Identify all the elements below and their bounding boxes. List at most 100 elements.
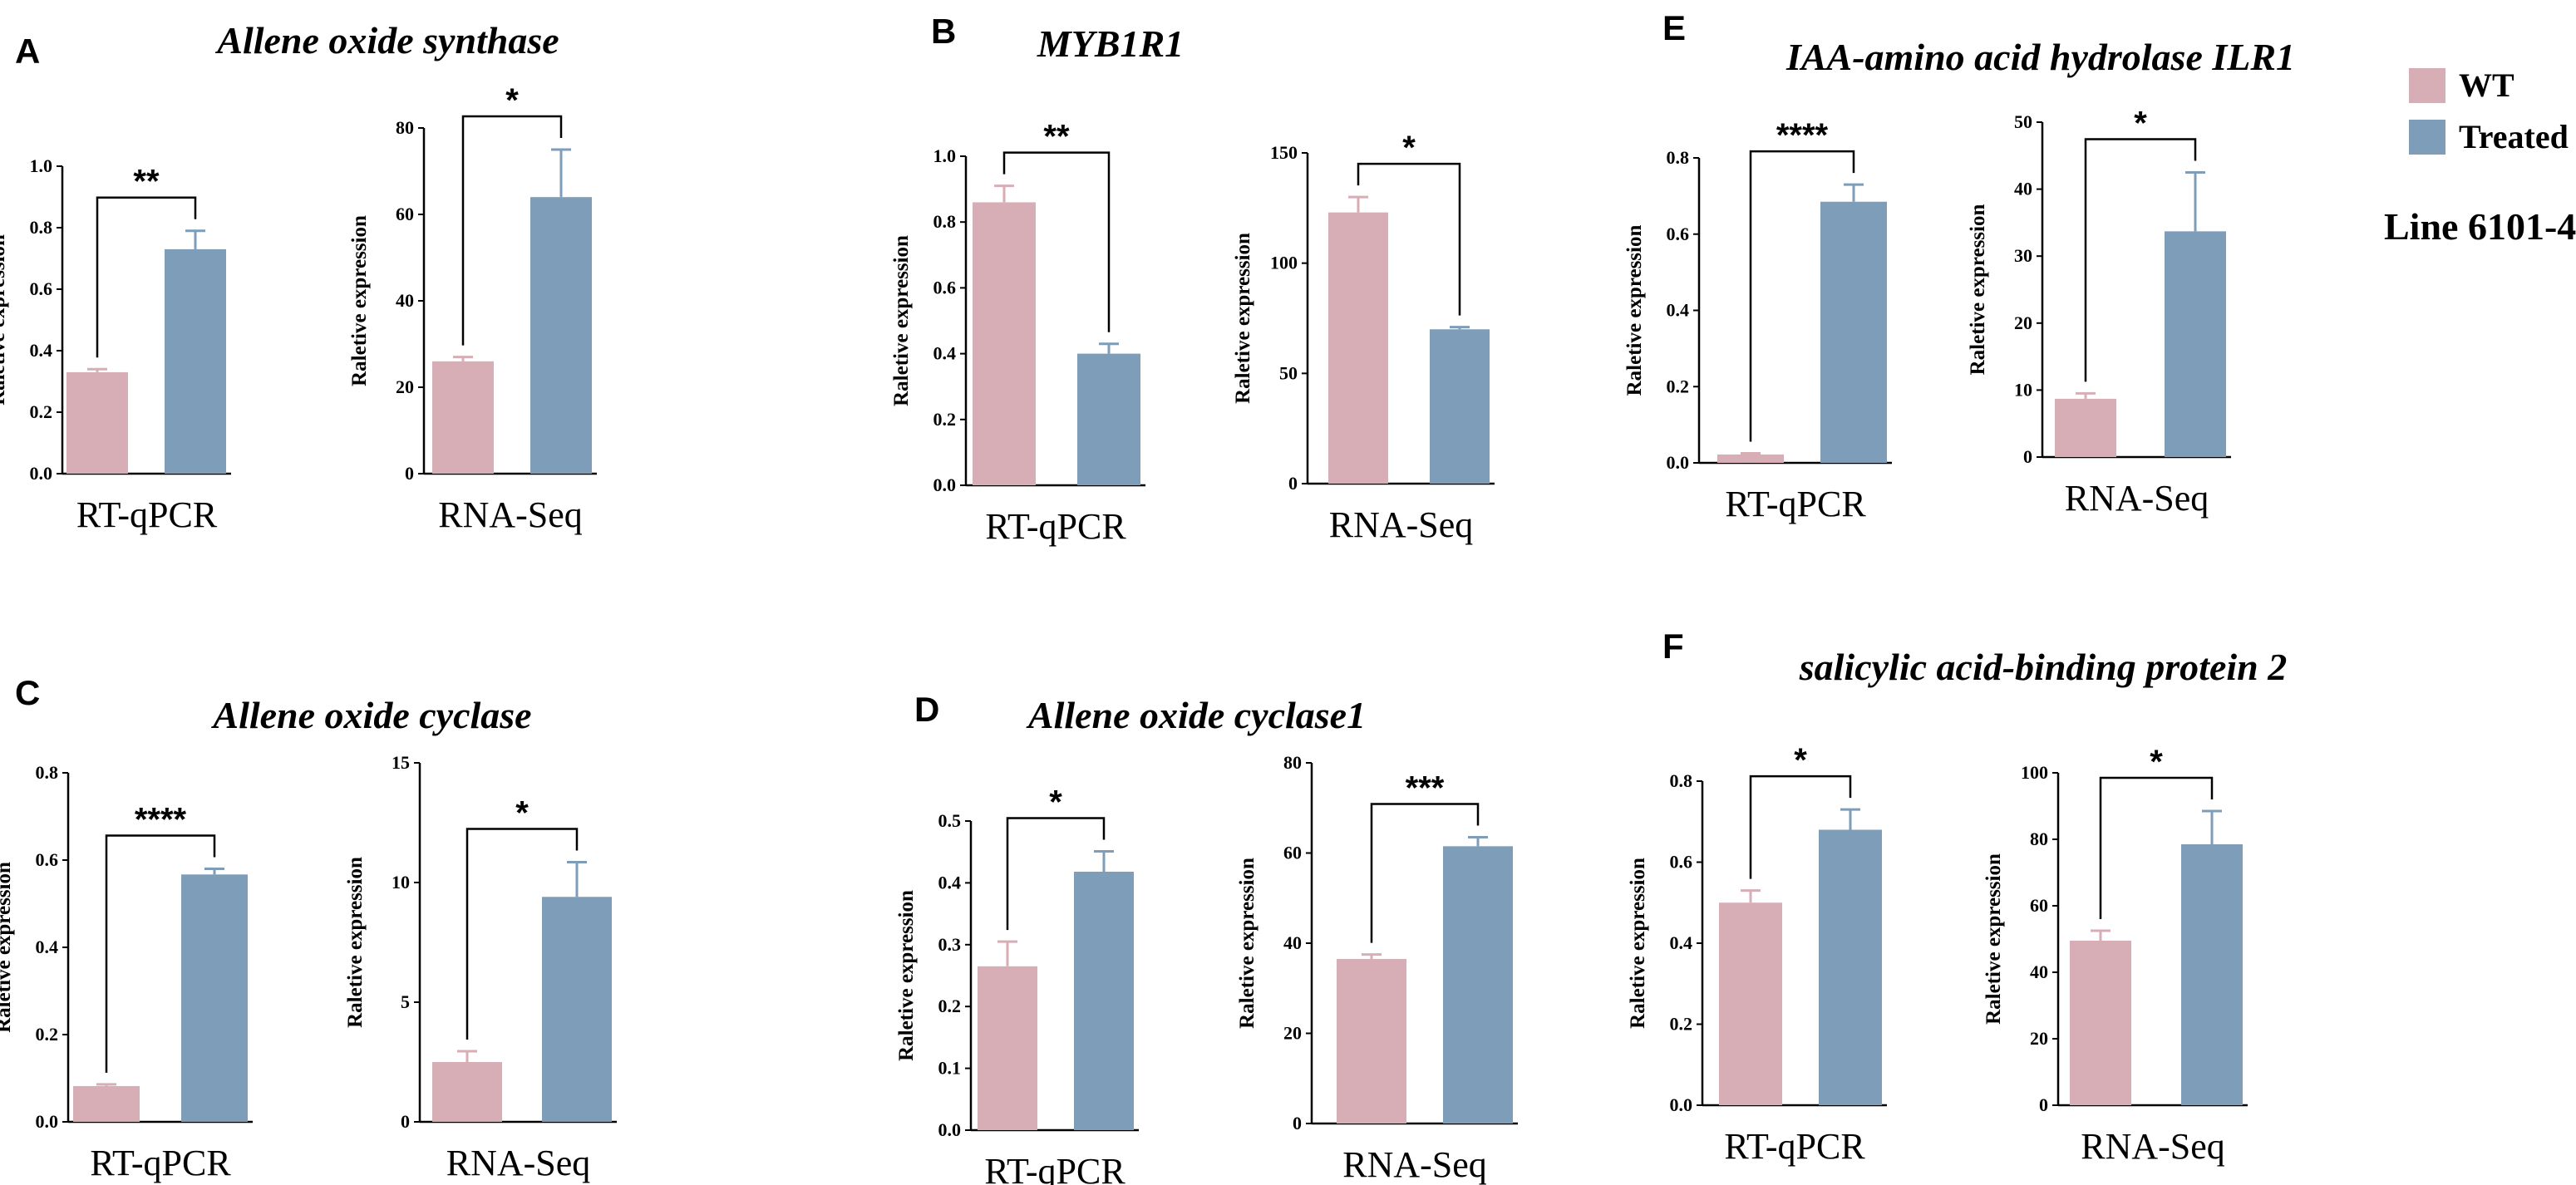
x-axis-label: RNA-Seq [1342, 1144, 1487, 1185]
y-tick-label: 40 [2030, 961, 2048, 982]
y-tick-label: 0.6 [36, 849, 59, 870]
y-tick-label: 0.0 [36, 1111, 59, 1132]
significance-label: ** [133, 164, 160, 200]
significance-label: **** [1776, 117, 1829, 154]
bar-treated [530, 197, 592, 474]
bar-wt [66, 371, 128, 474]
bar-wt [73, 1085, 140, 1122]
significance-bracket [1749, 774, 1852, 879]
y-tick-label: 0 [1293, 1113, 1302, 1133]
panel-title-e: IAA-amino acid hydrolase ILR1 [1785, 36, 2295, 78]
significance-label: *** [1406, 770, 1445, 807]
significance-label: * [1049, 784, 1062, 820]
y-axis-label: Raletive expression [0, 862, 15, 1033]
bar-wt [2055, 398, 2116, 457]
panel-title-b: MYB1R1 [1037, 22, 1184, 65]
y-tick-label: 20 [2014, 312, 2032, 333]
y-tick-label: 50 [2014, 111, 2032, 132]
panel-letter-f: F [1662, 627, 1684, 666]
bar-treated [1819, 829, 1882, 1105]
significance-label: * [1402, 130, 1416, 166]
bar-wt [432, 361, 494, 474]
bar-wt [432, 1062, 502, 1122]
significance-label: * [515, 795, 529, 832]
y-tick-label: 40 [1283, 932, 1302, 953]
y-axis-label: Raletive expression [1232, 233, 1254, 404]
panel-letter-e: E [1662, 8, 1686, 47]
y-tick-label: 0 [2039, 1094, 2048, 1115]
x-axis-label: RT-qPCR [984, 1151, 1125, 1185]
x-axis-label: RNA-Seq [446, 1143, 591, 1183]
panel-letter-b: B [931, 12, 956, 51]
significance-label: ** [1043, 119, 1070, 155]
legend-label-wt: WT [2459, 66, 2514, 104]
bar-wt [978, 966, 1037, 1130]
y-axis-label: Raletive expression [0, 234, 9, 406]
y-tick-label: 0.4 [933, 343, 957, 364]
y-axis-label: Raletive expression [1236, 858, 1258, 1029]
y-tick-label: 80 [1283, 752, 1302, 773]
legend-label-treated: Treated [2459, 118, 2569, 155]
bar-treated [1443, 846, 1513, 1124]
chart-b-rnaseq: 0 50 100 150 * Raletive expression RNA-Seq [1232, 130, 1495, 545]
bar-treated [2181, 844, 2243, 1105]
y-tick-label: 60 [2030, 895, 2048, 916]
panel-title-f: salicylic acid-binding protein 2 [1799, 646, 2287, 688]
bar-treated [165, 248, 226, 474]
panel-title-c: Allene oxide cyclase [210, 694, 531, 736]
y-tick-label: 60 [396, 204, 414, 224]
y-tick-label: 0.8 [933, 211, 957, 232]
y-axis-label: Raletive expression [1623, 225, 1646, 396]
x-axis-label: RNA-Seq [438, 494, 583, 535]
significance-bracket [1002, 151, 1111, 332]
y-tick-label: 150 [1270, 142, 1298, 163]
significance-label: **** [135, 802, 187, 838]
significance-bracket [461, 115, 563, 346]
y-tick-label: 0.2 [938, 996, 962, 1016]
significance-label: * [2150, 744, 2163, 780]
significance-label: * [505, 82, 519, 119]
x-axis-label: RNA-Seq [1329, 504, 1474, 545]
y-tick-label: 0.2 [1670, 1014, 1693, 1035]
y-tick-label: 0.2 [933, 409, 957, 430]
significance-label: * [1794, 742, 1807, 779]
chart-c-rnaseq: 0 5 10 15 * Raletive expression RNA-Seq [344, 752, 617, 1183]
y-axis-label: Raletive expression [895, 890, 918, 1061]
y-tick-label: 0.8 [30, 217, 53, 238]
chart-b-rtqpcr: 0.0 0.2 0.4 0.6 0.8 1.0 ** Raletive expression R… [890, 119, 1145, 547]
x-axis-label: RT-qPCR [985, 506, 1126, 547]
bar-wt [1717, 454, 1784, 463]
x-axis-label: RNA-Seq [2081, 1126, 2225, 1167]
y-tick-label: 0.4 [30, 340, 53, 361]
panel-title-a: Allene oxide synthase [214, 19, 559, 61]
y-tick-label: 60 [1283, 843, 1302, 863]
y-tick-label: 0.6 [30, 278, 53, 299]
bar-treated [1430, 329, 1490, 484]
significance-bracket [1006, 817, 1106, 931]
y-tick-label: 0 [405, 463, 414, 484]
chart-e-rnaseq: 0 10 20 30 40 50 * Raletive expression RNA-Seq [1967, 105, 2231, 519]
bar-treated [542, 897, 612, 1122]
significance-bracket [465, 828, 579, 1040]
y-tick-label: 0.1 [938, 1058, 962, 1079]
y-tick-label: 1.0 [30, 155, 53, 176]
y-axis-label: Raletive expression [890, 235, 913, 406]
y-tick-label: 20 [2030, 1028, 2048, 1049]
y-tick-label: 15 [392, 752, 410, 773]
y-tick-label: 50 [1279, 362, 1298, 383]
bar-treated [1077, 353, 1140, 485]
y-tick-label: 0.6 [1670, 852, 1693, 873]
bar-wt [1337, 958, 1406, 1124]
y-tick-label: 0.0 [1670, 1094, 1693, 1115]
significance-bracket [1749, 150, 1855, 442]
chart-a-rnaseq: 0 20 40 60 80 * Raletive expression RNA-Seq [348, 82, 597, 535]
panel-title-d: Allene oxide cyclase1 [1026, 694, 1366, 736]
y-tick-label: 0.2 [36, 1024, 59, 1045]
y-tick-label: 10 [392, 872, 410, 892]
y-tick-label: 1.0 [933, 145, 957, 166]
y-tick-label: 80 [396, 117, 414, 138]
bar-treated [2165, 231, 2226, 457]
y-tick-label: 0.0 [933, 474, 957, 495]
chart-f-rtqpcr: 0.0 0.2 0.4 0.6 0.8 * Raletive expression RT-qP… [1627, 742, 1887, 1167]
